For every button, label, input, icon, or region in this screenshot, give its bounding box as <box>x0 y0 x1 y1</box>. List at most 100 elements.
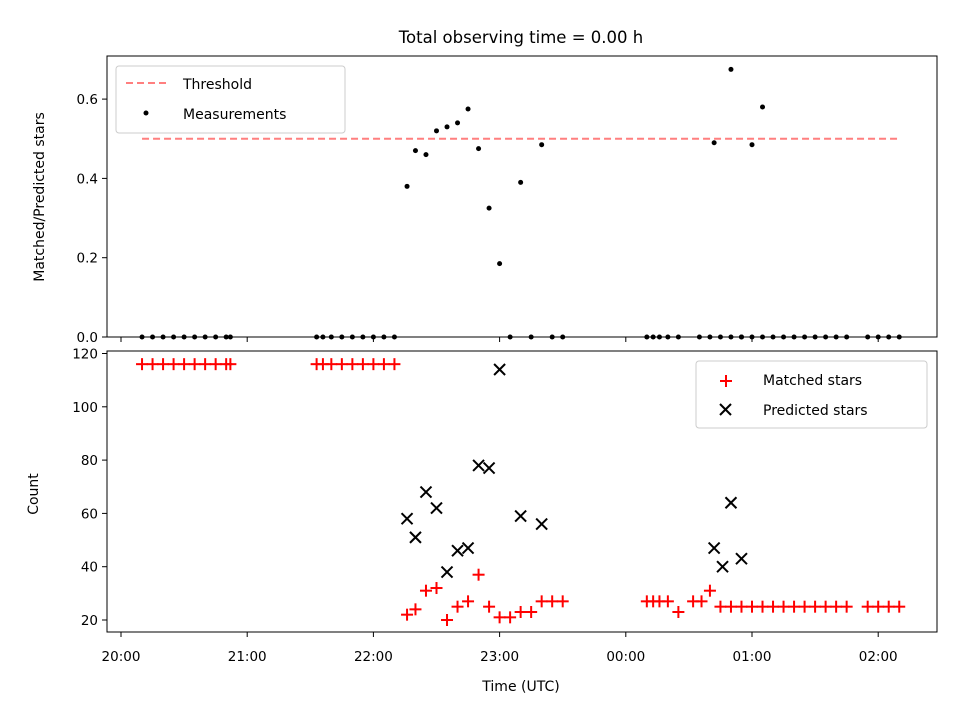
matched-star-point <box>893 600 906 613</box>
matched-star-point <box>430 582 443 595</box>
predicted-star-stroke <box>461 541 475 555</box>
matched-star-point <box>472 568 485 581</box>
predicted-star-stroke <box>419 485 433 499</box>
predicted-star-point <box>535 517 548 531</box>
bottom-x-tick-label: 00:00 <box>606 649 645 665</box>
measurement-point <box>539 142 545 148</box>
predicted-star-point <box>430 501 443 515</box>
matched-star-point <box>356 358 369 371</box>
matched-star-point <box>377 358 390 371</box>
predicted-star-point <box>419 485 433 499</box>
measurement-point <box>465 106 471 112</box>
matched-star-point <box>819 600 832 613</box>
matched-star-point <box>504 611 517 624</box>
bottom-y-tick-label: 40 <box>81 560 98 576</box>
matched-star-point <box>735 600 748 613</box>
matched-star-point <box>830 600 843 613</box>
measurement-point <box>760 104 766 110</box>
matched-star-point <box>157 358 170 371</box>
measurement-point <box>749 142 755 148</box>
predicted-star-stroke <box>472 459 485 472</box>
matched-star-point <box>556 595 569 608</box>
matched-star-point <box>672 606 685 619</box>
measurement-point <box>497 261 503 267</box>
matched-star-point <box>167 358 180 371</box>
bottom-x-tick-label: 20:00 <box>102 649 141 665</box>
matched-star-point <box>724 600 737 613</box>
predicted-star-point <box>440 565 454 579</box>
matched-star-point <box>525 606 538 619</box>
matched-star-point <box>441 614 454 626</box>
top-axes-frame <box>106 55 938 338</box>
top-legend-box <box>115 65 346 134</box>
matched-star-point <box>493 611 506 624</box>
predicted-star-point <box>724 496 738 509</box>
bottom-y-tick-label: 120 <box>72 347 98 363</box>
matched-star-point <box>146 358 159 371</box>
measurement-point <box>486 205 492 211</box>
predicted-star-point <box>735 552 748 565</box>
top-panel: Total observing time = 0.00 h 0.00.20.40… <box>32 28 938 346</box>
legend-matched-swatch <box>720 375 732 387</box>
predicted-star-point <box>716 560 729 573</box>
predicted-star-point <box>472 459 485 472</box>
predicted-star-point <box>493 363 506 376</box>
matched-star-point <box>178 358 191 371</box>
matched-star-point <box>136 358 149 371</box>
matched-star-point <box>335 358 348 371</box>
top-y-tick-label: 0.2 <box>77 251 98 267</box>
bottom-x-tick-label: 02:00 <box>859 649 898 665</box>
matched-star-point <box>462 595 475 608</box>
bottom-x-tick-label: 01:00 <box>733 649 772 665</box>
legend-matched-label: Matched stars <box>763 373 862 389</box>
predicted-star-stroke <box>430 501 443 515</box>
predicted-star-stroke <box>535 517 548 531</box>
chart-title: Total observing time = 0.00 h <box>398 28 643 47</box>
bottom-axes-frame <box>106 350 938 633</box>
legend-threshold-label: Threshold <box>182 77 252 93</box>
matched-star-point <box>861 600 874 613</box>
measurement-point <box>423 152 429 158</box>
matched-star-point <box>209 358 222 371</box>
matched-star-point <box>798 600 811 613</box>
predicted-star-stroke <box>400 512 414 525</box>
matched-star-point <box>714 600 727 613</box>
predicted-star-stroke <box>735 552 748 565</box>
measurement-point <box>455 120 461 126</box>
predicted-star-stroke <box>707 541 721 555</box>
bottom-x-tick-label: 22:00 <box>354 649 393 665</box>
matched-star-point <box>199 358 212 371</box>
predicted-star-point <box>400 512 414 525</box>
matched-star-point <box>695 595 708 608</box>
bottom-y-tick-label: 100 <box>72 400 98 416</box>
bottom-marks <box>136 358 906 626</box>
predicted-star-stroke <box>451 544 464 557</box>
matched-star-point <box>401 608 414 621</box>
matched-star-point <box>514 606 527 619</box>
matched-star-point <box>483 600 496 613</box>
top-y-tick-label: 0.0 <box>77 330 98 346</box>
legend-measurements-swatch <box>143 110 149 116</box>
predicted-star-stroke <box>440 565 454 579</box>
top-y-tick-label: 0.6 <box>77 92 98 108</box>
top-y-ticks: 0.0 0.2 0.4 0.6 <box>77 92 107 346</box>
predicted-star-point <box>451 544 464 557</box>
predicted-star-point <box>482 461 496 475</box>
matched-star-point <box>661 595 674 608</box>
bottom-x-ticks: 20:00 21:00 22:00 23:00 00:00 01:00 02:00 <box>102 632 898 665</box>
bottom-y-ticks: 20 40 60 80 100 120 <box>72 347 107 629</box>
predicted-star-stroke <box>409 531 422 544</box>
matched-star-point <box>188 358 201 371</box>
matched-star-point <box>703 584 716 597</box>
legend-predicted-swatch <box>719 403 732 416</box>
matched-star-point <box>346 358 359 371</box>
matched-star-point <box>451 600 464 613</box>
matched-star-point <box>419 584 432 597</box>
measurement-point <box>412 148 418 154</box>
predicted-star-stroke <box>482 461 496 475</box>
bottom-x-tick-label: 23:00 <box>480 649 519 665</box>
matched-star-point <box>367 358 380 371</box>
top-legend: Threshold Measurements <box>115 65 346 134</box>
matched-star-point <box>777 600 790 613</box>
